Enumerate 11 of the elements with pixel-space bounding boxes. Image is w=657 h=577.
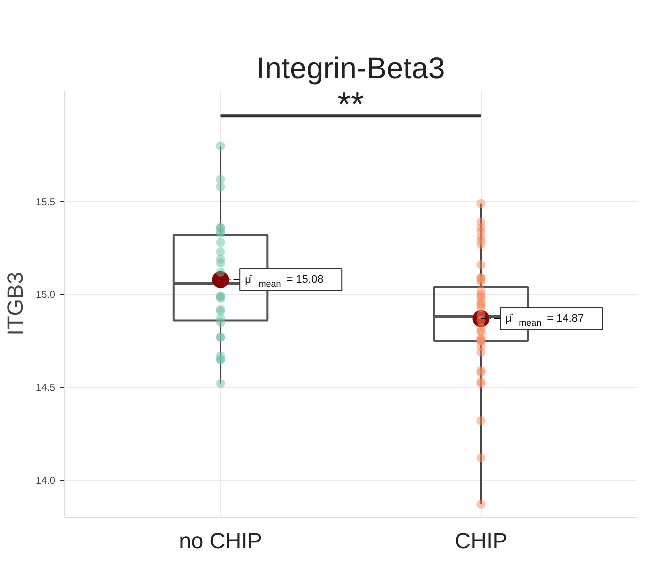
- annotation: μ̂mean = 14.87: [506, 312, 584, 328]
- chart-title: Integrin-Beta3: [256, 52, 446, 86]
- y-tick-label: 14.0: [36, 476, 56, 487]
- annotation: μ̂mean = 15.08: [245, 274, 324, 289]
- annotation: **: [338, 86, 364, 124]
- y-tick-label: 15.0: [36, 290, 56, 302]
- x-tick-label: no CHIP: [179, 528, 262, 554]
- y-axis-title: ITGB3: [3, 272, 28, 336]
- y-tick-label: 14.5: [36, 383, 56, 394]
- y-tick-label: 15.5: [36, 197, 56, 208]
- x-tick-label: CHIP: [454, 528, 508, 554]
